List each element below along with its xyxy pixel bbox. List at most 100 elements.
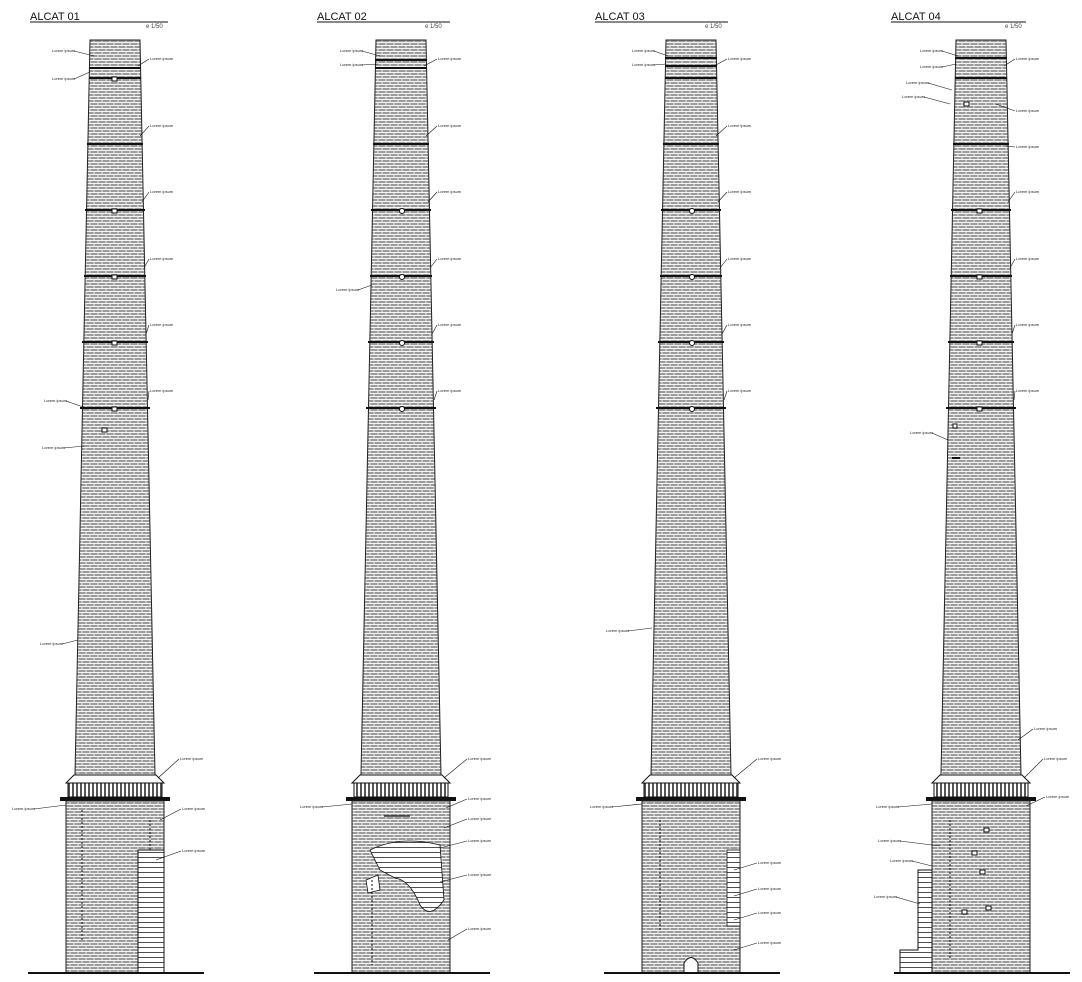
leader-line xyxy=(143,258,150,269)
plinth-cornice xyxy=(350,774,452,784)
leader-line xyxy=(137,58,150,67)
plinth-cornice xyxy=(640,774,742,784)
leader-line xyxy=(941,50,959,57)
annotation-callout: Lorem ipsum xyxy=(40,639,79,646)
annotation-text: Lorem ipsum xyxy=(758,860,782,865)
annotation-callout: Lorem ipsum xyxy=(443,816,492,829)
annotation-text: Lorem ipsum xyxy=(876,804,900,809)
annotation-text: Lorem ipsum xyxy=(874,894,898,899)
annotation-text: Lorem ipsum xyxy=(1016,144,1040,149)
annotation-text: Lorem ipsum xyxy=(336,287,360,292)
annotation-callout: Lorem ipsum xyxy=(717,189,752,203)
annotation-text: Lorem ipsum xyxy=(150,123,174,128)
annotation-text: Lorem ipsum xyxy=(150,56,174,61)
leader-line xyxy=(719,258,728,269)
annotation-callout: Lorem ipsum xyxy=(145,322,174,335)
annotation-text: Lorem ipsum xyxy=(340,62,364,67)
leader-line xyxy=(439,840,468,849)
annotation-callout: Lorem ipsum xyxy=(733,910,782,921)
leader-line xyxy=(627,627,653,632)
annotation-callout: Lorem ipsum xyxy=(733,886,782,897)
annotation-callout: Lorem ipsum xyxy=(1009,256,1040,269)
annotation-callout: Lorem ipsum xyxy=(733,756,782,779)
annotation-callout: Lorem ipsum xyxy=(733,860,782,871)
annotation-text: Lorem ipsum xyxy=(438,256,462,261)
annotation-text: Lorem ipsum xyxy=(758,886,782,891)
annotation-callout: Lorem ipsum xyxy=(1013,388,1040,401)
annotation-text: Lorem ipsum xyxy=(890,858,914,863)
drawing-alcat-02: ALCAT 02 e 1/50 xyxy=(314,11,490,974)
leader-line xyxy=(653,63,667,66)
annotation-callout: Lorem ipsum xyxy=(1007,189,1040,203)
annotation-callout: Lorem ipsum xyxy=(159,806,206,821)
annotation-callout: Lorem ipsum xyxy=(427,189,462,203)
leader-line xyxy=(1003,58,1016,67)
drawing-title: ALCAT 04 xyxy=(891,11,941,23)
leader-line xyxy=(33,804,67,810)
annotation-text: Lorem ipsum xyxy=(1016,56,1040,61)
drawing-scale: e 1/50 xyxy=(146,24,163,30)
annotation-text: Lorem ipsum xyxy=(1016,256,1040,261)
drawing-scale: e 1/50 xyxy=(1005,24,1022,30)
leader-line xyxy=(73,50,95,57)
annotation-text: Lorem ipsum xyxy=(340,48,364,53)
leader-line xyxy=(899,840,941,847)
leader-line xyxy=(717,191,728,203)
annotation-callout: Lorem ipsum xyxy=(340,48,381,57)
annotation-callout: Lorem ipsum xyxy=(340,62,379,67)
annotation-text: Lorem ipsum xyxy=(44,398,68,403)
annotation-text: Lorem ipsum xyxy=(902,94,926,99)
leader-line xyxy=(63,445,85,449)
annotation-text: Lorem ipsum xyxy=(758,940,782,945)
leader-line xyxy=(443,818,468,829)
annotation-text: Lorem ipsum xyxy=(920,64,944,69)
annotation-labels: Lorem ipsum Lorem ipsum Lorem ipsum Lorem i… xyxy=(12,48,1070,951)
leader-line xyxy=(941,63,957,68)
leader-line xyxy=(425,125,438,137)
annotation-callout: Lorem ipsum xyxy=(155,848,206,861)
annotation-text: Lorem ipsum xyxy=(728,189,752,194)
annotation-text: Lorem ipsum xyxy=(1016,388,1040,393)
annotation-callout: Lorem ipsum xyxy=(1023,756,1068,779)
annotation-callout: Lorem ipsum xyxy=(1011,322,1040,335)
leader-line xyxy=(1007,191,1016,203)
annotation-callout: Lorem ipsum xyxy=(902,94,951,105)
base-damage xyxy=(369,840,445,912)
annotation-text: Lorem ipsum xyxy=(728,322,752,327)
leader-line xyxy=(733,912,758,921)
leader-line xyxy=(321,803,353,808)
annotation-text: Lorem ipsum xyxy=(438,123,462,128)
annotation-callout: Lorem ipsum xyxy=(878,838,941,847)
annotation-callout: Lorem ipsum xyxy=(1025,794,1070,807)
annotation-callout: Lorem ipsum xyxy=(890,858,933,867)
leader-line xyxy=(713,58,728,67)
annotation-text: Lorem ipsum xyxy=(468,926,492,931)
leader-line xyxy=(1017,728,1034,741)
leader-line xyxy=(733,862,758,871)
leader-line xyxy=(427,191,438,203)
annotation-text: Lorem ipsum xyxy=(150,388,174,393)
annotation-text: Lorem ipsum xyxy=(468,796,492,801)
annotation-text: Lorem ipsum xyxy=(150,189,174,194)
plinth-molding xyxy=(353,782,449,798)
leader-line xyxy=(723,390,728,401)
annotation-callout: Lorem ipsum xyxy=(445,796,492,809)
annotation-callout: Lorem ipsum xyxy=(995,103,1040,113)
annotation-text: Lorem ipsum xyxy=(728,388,752,393)
leader-line xyxy=(1005,145,1016,148)
leader-line xyxy=(715,125,728,137)
annotation-text: Lorem ipsum xyxy=(728,56,752,61)
annotation-callout: Lorem ipsum xyxy=(52,71,91,81)
annotation-callout: Lorem ipsum xyxy=(733,940,782,951)
drawing-title: ALCAT 02 xyxy=(317,11,367,23)
leader-line xyxy=(721,324,728,335)
annotation-callout: Lorem ipsum xyxy=(139,123,174,137)
annotation-text: Lorem ipsum xyxy=(180,756,204,761)
leader-line xyxy=(445,798,468,809)
annotation-callout: Lorem ipsum xyxy=(632,62,667,67)
chimney-base xyxy=(931,800,1031,974)
annotation-text: Lorem ipsum xyxy=(1016,189,1040,194)
annotation-text: Lorem ipsum xyxy=(1016,322,1040,327)
annotation-text: Lorem ipsum xyxy=(758,910,782,915)
